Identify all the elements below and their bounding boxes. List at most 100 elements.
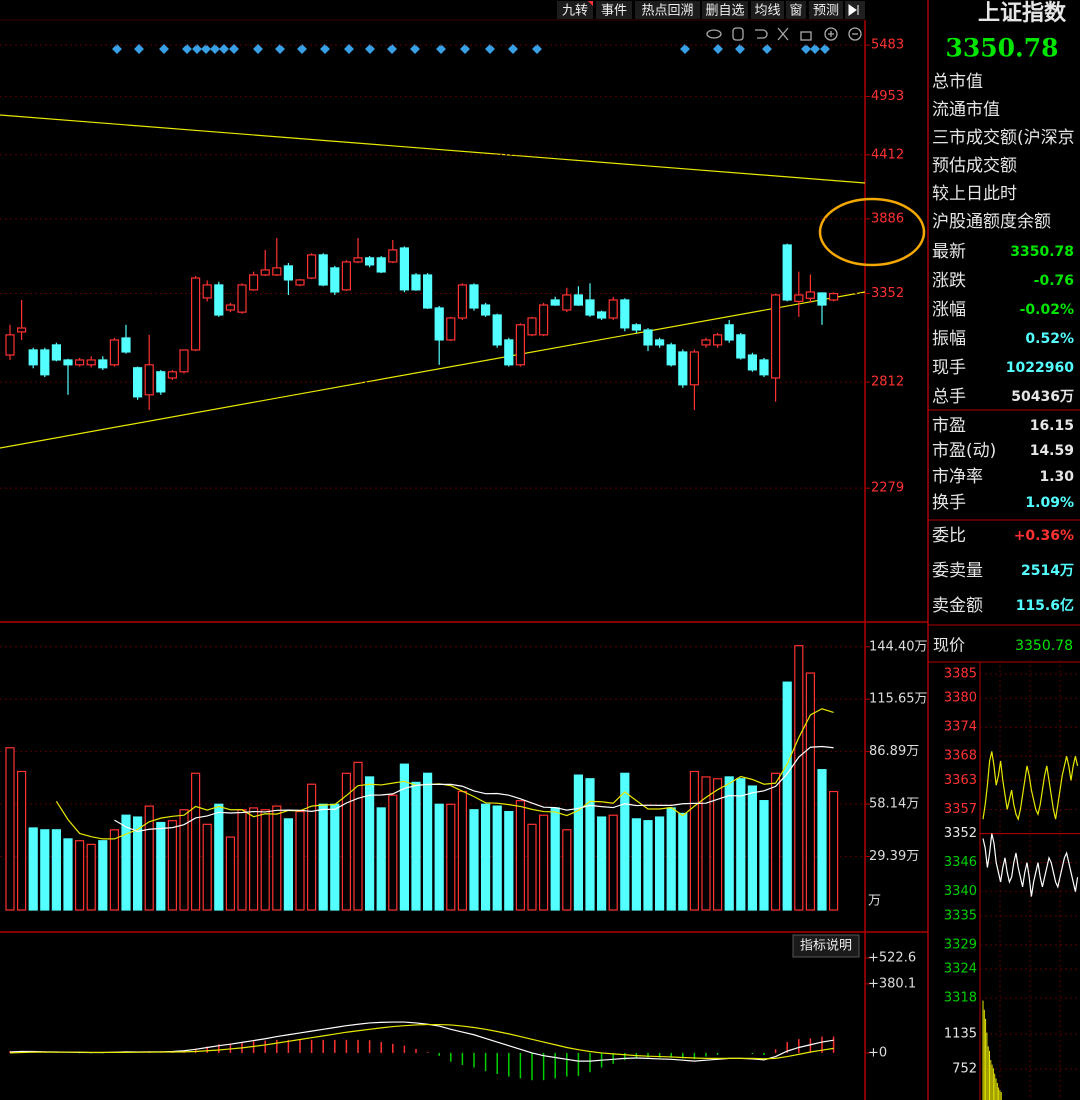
event-marker[interactable] bbox=[159, 44, 169, 54]
field-label: 涨跌 bbox=[932, 271, 966, 291]
candle-body bbox=[747, 354, 758, 371]
volume-bar bbox=[759, 800, 769, 911]
indicator-help-button[interactable] bbox=[792, 934, 860, 958]
volume-bar bbox=[701, 776, 711, 911]
event-marker[interactable] bbox=[532, 44, 542, 54]
field-value: 1.30 bbox=[1039, 469, 1074, 485]
y-tick-label: 3318 bbox=[944, 991, 977, 1006]
event-marker[interactable] bbox=[210, 44, 220, 54]
candle-body bbox=[736, 334, 746, 359]
toolbar-button[interactable] bbox=[809, 1, 843, 19]
toolbar-button[interactable] bbox=[635, 1, 700, 19]
field-label: 市盈(动) bbox=[932, 441, 996, 461]
y-tick-label: 3324 bbox=[944, 962, 977, 977]
candle-body bbox=[28, 349, 38, 366]
candle-body bbox=[643, 329, 653, 346]
indicator-help-label[interactable]: 指标说明 bbox=[800, 939, 852, 954]
hand-icon[interactable] bbox=[732, 27, 744, 41]
toolbar-label[interactable]: 删自选 bbox=[705, 4, 744, 19]
candle-body bbox=[191, 277, 201, 351]
event-marker[interactable] bbox=[134, 44, 144, 54]
volume-average-line bbox=[114, 745, 834, 833]
volume-bar bbox=[237, 809, 247, 911]
toolbar-label[interactable]: 事件 bbox=[601, 4, 627, 19]
event-marker[interactable] bbox=[801, 44, 811, 54]
y-tick-label: 3335 bbox=[944, 908, 977, 923]
event-marker[interactable] bbox=[192, 44, 202, 54]
highlight-circle bbox=[818, 197, 926, 267]
volume-bar bbox=[481, 803, 491, 911]
intraday-header-value: 3350.78 bbox=[1015, 638, 1073, 654]
volume-bar bbox=[770, 772, 781, 911]
candle-body bbox=[817, 292, 827, 306]
candle-body bbox=[469, 284, 479, 309]
toolbar-button[interactable] bbox=[557, 1, 593, 19]
candle-body bbox=[330, 267, 340, 293]
toolbar-label[interactable]: 窗 bbox=[789, 3, 802, 19]
toolbar-button[interactable] bbox=[596, 1, 632, 19]
event-marker[interactable] bbox=[735, 44, 745, 54]
volume-bar bbox=[515, 800, 526, 911]
candle-body bbox=[666, 344, 676, 366]
toolbar-button[interactable] bbox=[702, 1, 748, 19]
lock-icon[interactable] bbox=[800, 31, 812, 41]
candle-body bbox=[144, 364, 154, 396]
y-tick-label: 5483 bbox=[871, 38, 904, 53]
event-marker[interactable] bbox=[182, 44, 192, 54]
event-marker[interactable] bbox=[112, 44, 122, 54]
toolbar-label[interactable]: 热点回溯 bbox=[641, 3, 693, 19]
candle-body bbox=[712, 334, 723, 346]
field-value: 115.6亿 bbox=[1016, 597, 1074, 614]
field-label: 较上日此时 bbox=[932, 184, 1017, 204]
event-marker[interactable] bbox=[820, 44, 830, 54]
toolbar-label[interactable]: 均线 bbox=[754, 4, 780, 19]
undo-icon[interactable] bbox=[755, 29, 768, 39]
event-marker[interactable] bbox=[680, 44, 690, 54]
field-label: 预估成交额 bbox=[932, 156, 1017, 176]
toolbar-button[interactable] bbox=[786, 1, 806, 19]
menu-icon[interactable] bbox=[848, 4, 859, 16]
candle-body bbox=[214, 284, 224, 316]
y-tick-label: 1135 bbox=[944, 1027, 977, 1042]
event-marker[interactable] bbox=[219, 44, 229, 54]
toolbar-label[interactable]: 九转 bbox=[562, 4, 588, 19]
tool-icons[interactable] bbox=[706, 27, 862, 41]
volume-bar bbox=[283, 818, 293, 911]
event-marker[interactable] bbox=[810, 44, 820, 54]
zoom-in-icon[interactable] bbox=[828, 31, 834, 37]
event-marker[interactable] bbox=[201, 44, 211, 54]
y-tick-label: 752 bbox=[952, 1062, 977, 1077]
toolbar-label[interactable]: 预测 bbox=[813, 4, 839, 19]
event-marker[interactable] bbox=[762, 44, 772, 54]
candle-body bbox=[678, 351, 688, 386]
field-label: 委比 bbox=[932, 526, 966, 546]
event-marker[interactable] bbox=[713, 44, 723, 54]
toolbar-button[interactable] bbox=[751, 1, 784, 19]
candle-body bbox=[689, 351, 700, 386]
y-tick-label: 3886 bbox=[871, 211, 904, 226]
candle-body bbox=[341, 261, 351, 291]
volume-bar bbox=[318, 803, 328, 911]
candle-body bbox=[562, 294, 572, 311]
macd-line bbox=[9, 1023, 834, 1060]
index-price: 3350.78 bbox=[945, 34, 1058, 63]
y-tick-label: 3340 bbox=[944, 884, 977, 899]
zoom-out-icon[interactable] bbox=[848, 27, 862, 41]
volume-bar bbox=[654, 816, 665, 911]
candle-body bbox=[179, 349, 189, 373]
field-label: 委卖量 bbox=[932, 561, 983, 581]
zoom-in-icon[interactable] bbox=[824, 27, 838, 41]
field-value: 1.09% bbox=[1025, 495, 1074, 511]
cut-icon[interactable] bbox=[777, 27, 789, 41]
candle-body bbox=[411, 274, 421, 291]
y-tick-label: 2812 bbox=[871, 375, 904, 390]
eye-icon[interactable] bbox=[706, 29, 722, 39]
field-label: 三市成交额(沪深京 bbox=[932, 128, 1075, 148]
candle-body bbox=[98, 359, 108, 369]
field-label: 总手 bbox=[932, 387, 966, 407]
event-marker[interactable] bbox=[229, 44, 239, 54]
volume-bar bbox=[620, 772, 630, 911]
volume-bar bbox=[191, 772, 201, 911]
field-label: 振幅 bbox=[932, 329, 966, 349]
